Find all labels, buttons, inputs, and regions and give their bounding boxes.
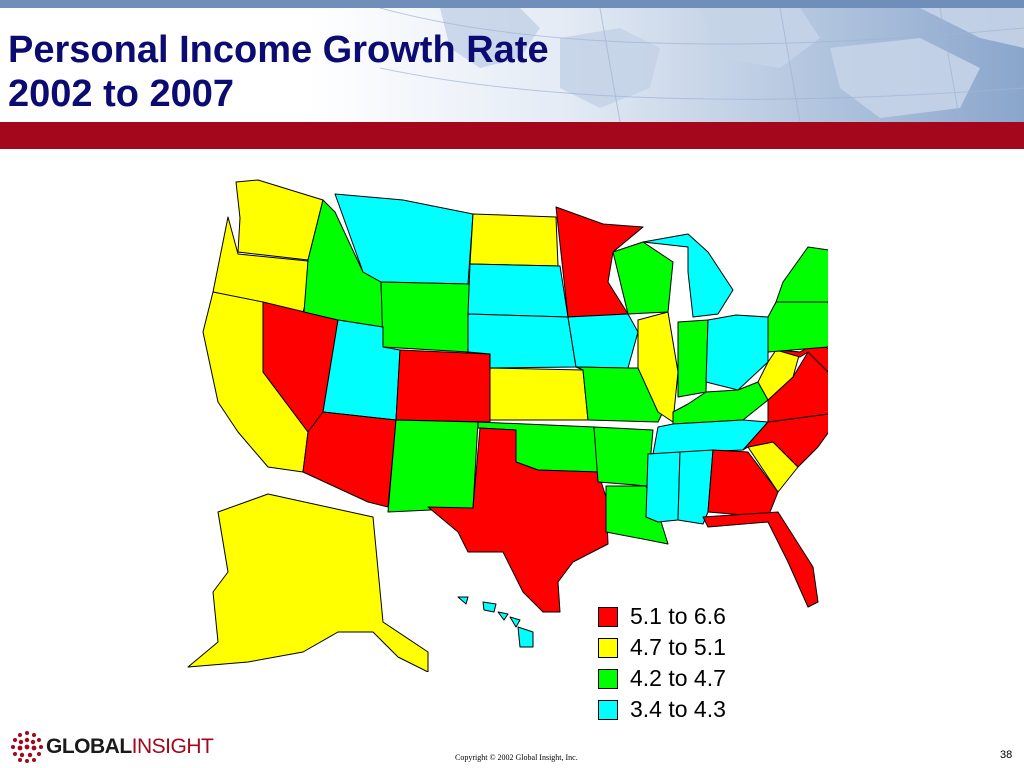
state-WY	[380, 281, 471, 353]
legend-swatch	[598, 606, 618, 627]
legend-swatch	[598, 699, 618, 720]
map-legend: 5.1 to 6.6 4.7 to 5.1 4.2 to 4.7 3.4 to …	[598, 601, 726, 725]
state-WI	[612, 241, 674, 315]
legend-item: 4.7 to 5.1	[598, 632, 726, 663]
logo-wordmark-light: INSIGHT	[131, 735, 214, 758]
globe-dots-icon	[11, 731, 43, 763]
legend-item: 4.2 to 4.7	[598, 663, 726, 694]
state-AL	[677, 449, 714, 525]
legend-swatch	[598, 637, 618, 658]
global-insight-logo: GLOBAL INSIGHT	[8, 728, 214, 766]
top-stripe	[0, 0, 1024, 8]
state-AR	[593, 426, 654, 487]
state-IA	[567, 313, 639, 369]
state-KS	[489, 367, 589, 421]
us-map	[187, 179, 828, 672]
state-AK	[187, 493, 429, 672]
state-CO	[395, 349, 491, 423]
copyright-notice: Copyright © 2002 Global Insight, Inc.	[455, 753, 578, 762]
state-MI	[642, 233, 734, 318]
legend-label: 4.2 to 4.7	[630, 665, 726, 691]
state-HI	[457, 596, 534, 648]
state-NM	[387, 419, 479, 513]
world-map-background	[0, 8, 1024, 122]
slide-title: Personal Income Growth Rate 2002 to 2007	[8, 29, 549, 115]
title-banner	[0, 8, 1024, 122]
legend-item: 5.1 to 6.6	[598, 601, 726, 632]
banner-rule	[0, 122, 1024, 149]
state-ND	[469, 213, 559, 267]
logo-wordmark-bold: GLOBAL	[46, 735, 132, 758]
state-MD	[775, 341, 828, 373]
state-MS	[645, 451, 681, 523]
state-GA	[707, 449, 779, 518]
state-AZ	[302, 411, 397, 508]
legend-item: 3.4 to 4.3	[598, 694, 726, 725]
legend-label: 3.4 to 4.3	[630, 696, 726, 722]
state-PA	[767, 301, 828, 353]
state-NY	[775, 246, 828, 303]
state-WA	[235, 179, 324, 261]
state-OH	[705, 314, 769, 391]
page-number: 38	[1000, 749, 1013, 761]
state-SD	[467, 263, 569, 318]
legend-label: 4.7 to 5.1	[630, 634, 726, 660]
state-FL	[702, 511, 819, 608]
state-TX	[427, 427, 609, 613]
legend-label: 5.1 to 6.6	[630, 603, 726, 629]
state-IN	[677, 319, 709, 398]
legend-swatch	[598, 668, 618, 689]
